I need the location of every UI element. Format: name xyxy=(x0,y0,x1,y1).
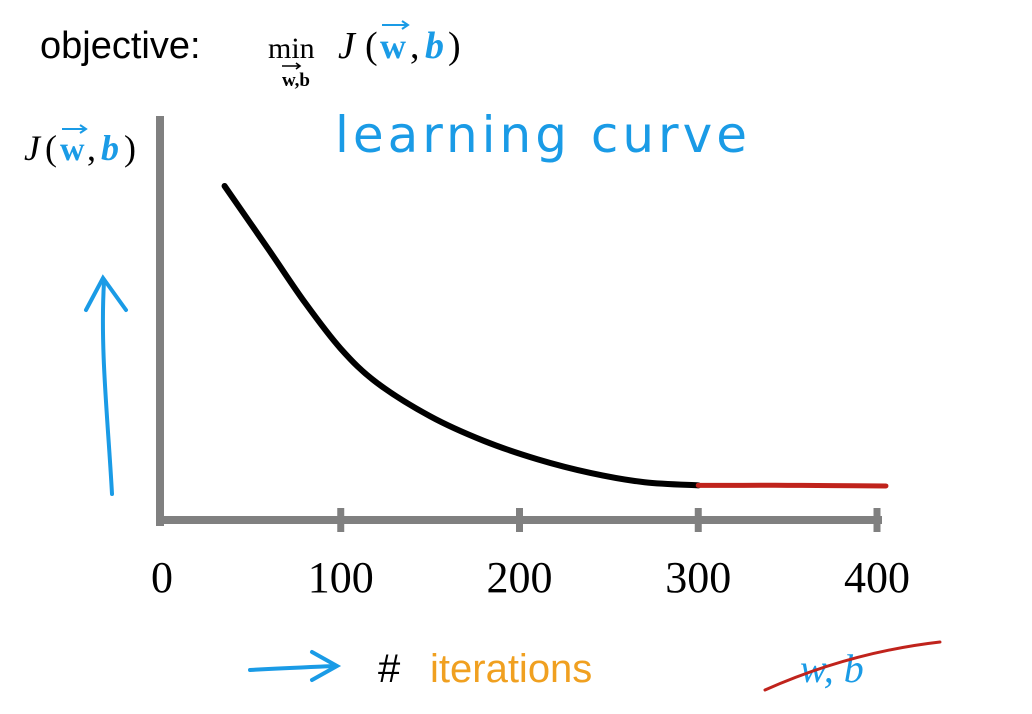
strikethrough-line xyxy=(763,640,942,692)
min-subscript: w,b xyxy=(282,70,310,91)
objective-paren-close: ) xyxy=(448,25,461,67)
objective-formula: objective: min w,b J ( w , b ) xyxy=(40,20,461,91)
y-label-comma: , xyxy=(87,128,96,168)
learning-curve-line xyxy=(221,183,702,489)
objective-vector-arrow-icon xyxy=(382,20,410,30)
objective-paren-open: ( xyxy=(365,25,378,67)
objective-param-w: w xyxy=(380,26,406,66)
x-tick-label-200: 200 xyxy=(487,553,553,602)
converged-segment-line xyxy=(695,482,889,489)
y-label-vector-arrow-icon xyxy=(62,124,88,134)
objective-label: objective: xyxy=(40,25,201,67)
crossed-out-wb: w, b xyxy=(800,646,864,691)
up-arrow-icon xyxy=(84,274,128,496)
x-label-iterations: iterations xyxy=(430,647,592,691)
x-tick-label-300: 300 xyxy=(665,553,731,602)
x-axis-ticks xyxy=(337,508,881,532)
chart-series xyxy=(221,183,889,489)
x-axis-tick-labels: 0 100 200 300 400 xyxy=(151,553,910,602)
min-operator: min xyxy=(268,32,315,65)
y-label-paren-close: ) xyxy=(124,128,136,168)
objective-param-b: b xyxy=(425,25,444,67)
x-tick-label-400: 400 xyxy=(844,553,910,602)
y-label-w: w xyxy=(60,131,85,168)
objective-comma: , xyxy=(410,25,420,67)
x-tick-label-100: 100 xyxy=(308,553,374,602)
y-label-b: b xyxy=(101,128,119,168)
chart-title: learning curve xyxy=(335,106,751,164)
x-label-hash: # xyxy=(378,647,401,691)
right-arrow-icon xyxy=(248,650,342,682)
objective-function-J: J xyxy=(338,25,357,67)
y-label-paren-open: ( xyxy=(45,128,57,168)
min-subscript-vector-arrow xyxy=(282,62,302,70)
y-axis-label: J ( w , b ) xyxy=(24,124,136,168)
y-label-J: J xyxy=(24,128,42,168)
x-tick-label-0: 0 xyxy=(151,553,173,602)
